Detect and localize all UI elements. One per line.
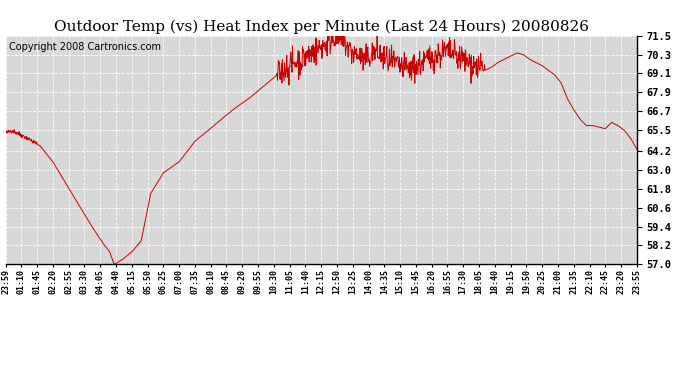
Title: Outdoor Temp (vs) Heat Index per Minute (Last 24 Hours) 20080826: Outdoor Temp (vs) Heat Index per Minute … [54,20,589,34]
Text: Copyright 2008 Cartronics.com: Copyright 2008 Cartronics.com [9,42,161,52]
